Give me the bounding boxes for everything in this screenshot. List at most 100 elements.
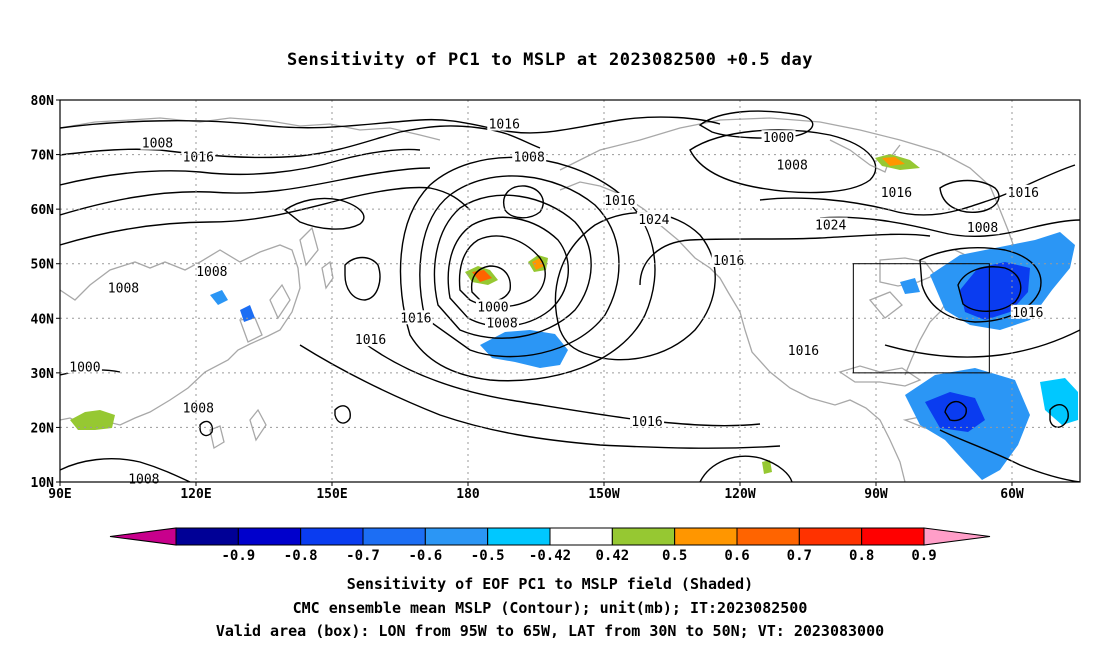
- contour-label-bg: [67, 359, 102, 374]
- shading-positive-india: [70, 410, 115, 430]
- contour-label-bg: [761, 130, 796, 145]
- lat-lon-grid: [60, 100, 1080, 482]
- lon-label: 150W: [588, 487, 619, 502]
- lat-label: 60N: [31, 203, 55, 218]
- longitude-labels: 90E 120E 150E 180 150W 120W 90W 60W: [48, 482, 1024, 502]
- colorbar-label: -0.42: [529, 548, 571, 564]
- contour-label-bg: [181, 149, 216, 164]
- colorbar-label: -0.9: [221, 548, 255, 564]
- contour-label-bg: [813, 217, 848, 232]
- contour-labels: 1016100810161000100810081016102410161024…: [67, 116, 1045, 487]
- contour-label: 1016: [788, 344, 819, 359]
- contour-label: 1008: [776, 158, 807, 173]
- lat-label: 40N: [31, 312, 55, 327]
- lat-label: 70N: [31, 149, 55, 164]
- contour-label: 1008: [183, 401, 214, 416]
- contour-label-bg: [140, 135, 175, 150]
- contour-label-bg: [786, 343, 821, 358]
- colorbar-label: 0.7: [787, 548, 812, 564]
- lat-label: 80N: [31, 94, 55, 109]
- contour-label-bg: [487, 116, 522, 131]
- contour-label-bg: [485, 315, 519, 330]
- contour-label: 1008: [196, 265, 227, 280]
- shading-negative-small-2: [240, 305, 255, 322]
- caption-shading: Sensitivity of EOF PC1 to MSLP field (Sh…: [346, 575, 754, 593]
- colorbar-label: 0.6: [724, 548, 749, 564]
- contour-label-bg: [194, 263, 229, 278]
- contour-label-bg: [879, 184, 914, 199]
- shading-negative-small-3: [900, 278, 920, 294]
- colorbar: [109, 527, 991, 546]
- colorbar-segment: [300, 527, 364, 546]
- contour-label: 1000: [763, 131, 794, 146]
- contour-label-bg: [1010, 304, 1045, 319]
- lon-label: 120E: [180, 487, 211, 502]
- mslp-contours: [60, 110, 1080, 482]
- colorbar-label: -0.5: [471, 548, 505, 564]
- contour-label: 1008: [142, 137, 173, 152]
- lon-label: 90W: [864, 487, 888, 502]
- contour-label: 1016: [489, 118, 520, 133]
- shading-negative-east: [1040, 378, 1078, 425]
- lon-label: 150E: [316, 487, 347, 502]
- contour-label: 1000: [477, 300, 508, 315]
- shading-positive-arctic-core: [882, 157, 905, 166]
- lat-label: 10N: [31, 476, 55, 491]
- contour-label: 1008: [967, 221, 998, 236]
- map-title: Sensitivity of PC1 to MSLP at 2023082500…: [286, 50, 813, 70]
- colorbar-labels: -0.9 -0.8 -0.7 -0.6 -0.5 -0.42 0.42 0.5 0.6 0.7 0.…: [221, 548, 936, 564]
- contour-label: 1008: [514, 150, 545, 165]
- contour-label: 1024: [638, 213, 669, 228]
- colorbar-label: 0.5: [662, 548, 687, 564]
- contour-label-bg: [636, 212, 671, 227]
- colorbar-segment: [424, 527, 489, 546]
- contour-label-bg: [106, 280, 141, 295]
- colorbar-label: -0.8: [284, 548, 318, 564]
- contour-label: 1016: [631, 415, 662, 430]
- shading-negative-caribbean-core: [925, 392, 985, 432]
- contour-label: 1016: [355, 333, 386, 348]
- shading-negative-small-1: [210, 290, 228, 305]
- colorbar-segment: [549, 527, 613, 546]
- contour-label: 1016: [1008, 186, 1039, 201]
- colorbar-segment: [798, 527, 863, 546]
- colorbar-triangle-high: [923, 527, 991, 546]
- colorbar-segment: [674, 527, 738, 546]
- contour-label: 1024: [815, 219, 846, 234]
- lat-label: 50N: [31, 258, 55, 273]
- shading-negative-pacific: [480, 330, 568, 368]
- lon-label: 90E: [48, 487, 71, 502]
- latitude-labels: 80N 70N 60N 50N 40N 30N 20N 10N: [31, 94, 60, 491]
- lon-label: 180: [456, 487, 480, 502]
- colorbar-segment: [175, 527, 239, 546]
- contour-label-bg: [1006, 184, 1041, 199]
- contour-label-bg: [965, 220, 1000, 235]
- map-frame: [59, 99, 1081, 483]
- shading-positive-pacific-2-core: [532, 258, 544, 270]
- contour-label: 1016: [1012, 306, 1043, 321]
- contour-label: 1008: [486, 317, 517, 332]
- contour-label: 1008: [108, 281, 139, 296]
- shading-positive-small: [762, 460, 772, 474]
- contour-label-bg: [602, 192, 637, 207]
- colorbar-label: 0.42: [595, 548, 629, 564]
- contour-label: 1016: [713, 254, 744, 269]
- colorbar-segment: [487, 527, 551, 546]
- colorbar-segment: [611, 527, 676, 546]
- contour-label-bg: [512, 149, 547, 164]
- contour-label-bg: [353, 332, 388, 347]
- colorbar-label: 0.9: [911, 548, 936, 564]
- contour-label-bg: [181, 400, 216, 415]
- colorbar-label: 0.8: [849, 548, 874, 564]
- colorbar-segment: [237, 527, 302, 546]
- caption-contour: CMC ensemble mean MSLP (Contour); unit(m…: [292, 599, 808, 617]
- contour-label: 1008: [128, 472, 159, 487]
- contour-label: 1016: [881, 186, 912, 201]
- contour-label: 1016: [604, 194, 635, 209]
- colorbar-segment: [362, 527, 426, 546]
- caption-valid-area: Valid area (box): LON from 95W to 65W, L…: [215, 622, 885, 640]
- valid-area-box: [852, 263, 990, 374]
- lon-label: 120W: [724, 487, 755, 502]
- lat-label: 20N: [31, 421, 55, 436]
